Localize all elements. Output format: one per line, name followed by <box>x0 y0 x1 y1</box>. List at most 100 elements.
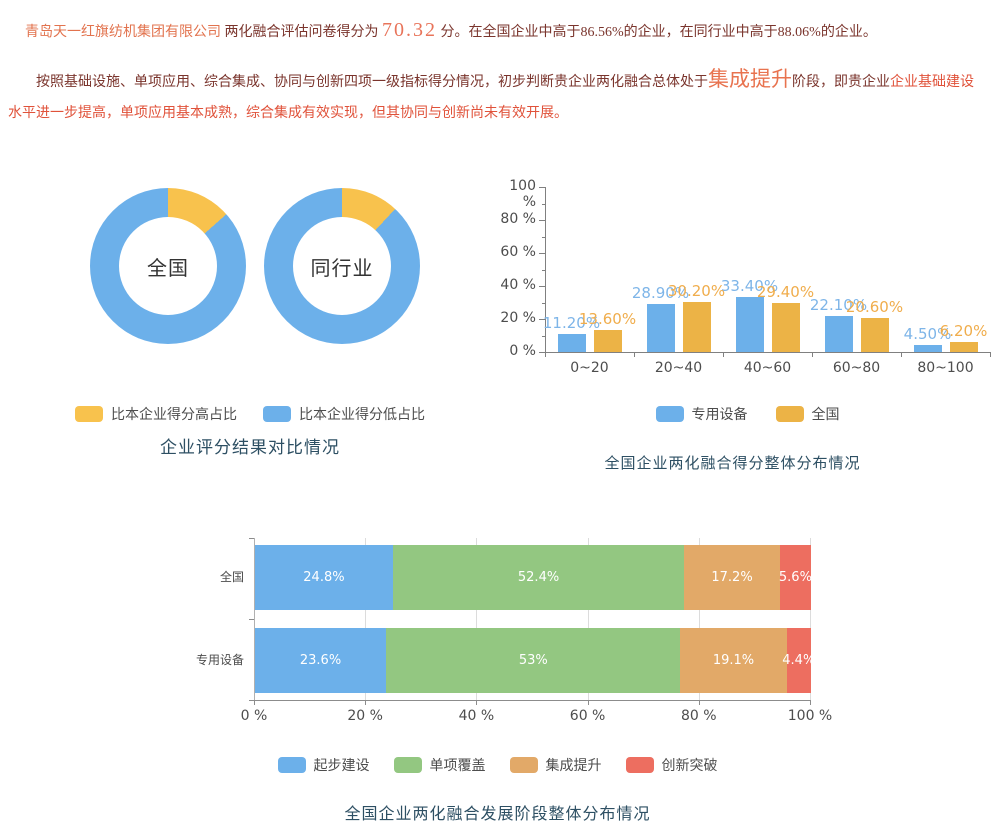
y-axis-tick <box>539 319 545 320</box>
blue-swatch-icon <box>655 406 684 422</box>
stacked-segment-单项覆盖: 52.4% <box>392 545 685 610</box>
stacked-chart-legend: 起步建设 单项覆盖 集成提升 创新突破 <box>0 755 995 775</box>
stacked-segment-创新突破: 4.4% <box>782 628 811 693</box>
segment-value-label: 24.8% <box>303 570 345 585</box>
legend-label: 全国 <box>811 407 840 423</box>
orange-swatch-icon <box>775 406 804 422</box>
y-axis-tick <box>249 619 254 620</box>
stacked-segment-集成提升: 17.2% <box>684 545 780 610</box>
bar-专用设备-80~100 <box>913 344 942 352</box>
bar-value-label: 4.50% <box>903 324 952 343</box>
stacked-row-专用设备: 23.6% 53% 19.1% 4.4% <box>255 628 811 693</box>
x-axis-label: 60 % <box>569 708 606 724</box>
x-axis-tick <box>254 700 255 705</box>
y-axis-label: 100 % <box>509 178 536 210</box>
segment-value-label: 4.4% <box>782 653 811 668</box>
row-label-专用设备: 专用设备 <box>195 653 244 667</box>
tan-swatch-icon <box>509 757 538 773</box>
x-axis-tick <box>365 700 367 705</box>
y-axis-tick <box>542 203 545 205</box>
donut-industry-label: 同行业 <box>310 255 374 280</box>
legend-item-national[interactable]: 全国 <box>775 404 840 424</box>
red-swatch-icon <box>625 757 654 773</box>
green-swatch-icon <box>393 757 422 773</box>
bar-value-label: 30.20% <box>667 282 726 301</box>
x-axis-tick <box>812 352 813 357</box>
segment-value-label: 53% <box>518 653 548 668</box>
donut-legend: 比本企业得分高占比 比本企业得分低占比 <box>20 404 480 424</box>
bar-专用设备-40~60 <box>735 296 764 352</box>
x-axis-label: 20 % <box>347 708 383 724</box>
yellow-swatch-icon <box>75 406 103 422</box>
x-axis-label: 100 % <box>787 708 833 724</box>
bar-专用设备-0~20 <box>557 333 586 352</box>
x-axis-tick <box>990 352 991 357</box>
bar-value-label: 29.40% <box>756 283 815 302</box>
gridline <box>587 538 589 700</box>
legend-label: 创新突破 <box>661 758 718 774</box>
stacked-segment-集成提升: 19.1% <box>680 628 787 693</box>
x-axis-label: 80 % <box>681 708 717 724</box>
legend-label: 集成提升 <box>545 758 602 774</box>
y-axis-tick <box>249 538 254 539</box>
donut-industry-center: 同行业 <box>293 217 391 315</box>
bar-chart-legend: 专用设备 全国 <box>500 404 995 424</box>
x-axis-category-label: 80~100 <box>917 360 974 376</box>
bar-value-label: 20.60% <box>845 298 904 316</box>
bar-value-label: 6.20% <box>939 321 988 340</box>
x-axis-category-label: 20~40 <box>654 360 703 376</box>
stacked-segment-单项覆盖: 53% <box>386 628 681 693</box>
x-axis-tick <box>476 700 478 705</box>
bar-专用设备-20~40 <box>646 304 675 352</box>
bar-value-label: 28.90% <box>631 284 690 303</box>
segment-value-label: 17.2% <box>711 570 753 585</box>
legend-item-stage-3[interactable]: 集成提升 <box>509 755 602 775</box>
x-axis-category-label: 60~80 <box>832 360 881 376</box>
x-axis-tick <box>901 352 902 357</box>
legend-item-stage-4[interactable]: 创新突破 <box>625 755 718 775</box>
stacked-plot-area <box>254 538 811 701</box>
blue-swatch-icon <box>263 406 291 422</box>
gridline <box>698 538 700 700</box>
x-axis-category-label: 0~20 <box>570 360 609 376</box>
y-axis-tick <box>539 352 545 353</box>
x-axis-tick <box>545 352 546 357</box>
stage-distribution-stacked-chart: 全国 24.8% 52.4% 17.2% 5.6% 专用设备 23.6% 53% 19.1% 4.… <box>180 530 870 740</box>
donut-chart-national: 全国 <box>90 188 246 344</box>
donut-chart-panel: 全国 同行业 <box>90 188 420 344</box>
stage-name: 集成提升 <box>708 67 792 91</box>
stacked-segment-起步建设: 24.8% <box>255 545 393 610</box>
stacked-segment-起步建设: 23.6% <box>255 628 387 693</box>
y-axis-label: 60 % <box>500 244 536 260</box>
x-axis-tick <box>698 700 700 705</box>
y-axis-tick <box>542 335 545 337</box>
legend-item-higher-share[interactable]: 比本企业得分高占比 <box>75 404 237 424</box>
legend-label: 单项覆盖 <box>429 758 486 774</box>
stage-intro-text: 按照基础设施、单项应用、综合集成、协同与创新四项一级指标得分情况，初步判断贵企业… <box>36 75 708 90</box>
y-axis-label: 0 % <box>509 343 536 359</box>
row-label-全国: 全国 <box>219 570 244 584</box>
y-axis-tick <box>539 220 545 221</box>
y-axis-tick <box>542 302 545 304</box>
donut-national-label: 全国 <box>147 255 189 280</box>
y-axis-tick <box>542 269 545 271</box>
y-axis-tick <box>539 286 545 287</box>
x-axis-label: 0 % <box>240 708 268 724</box>
bar-专用设备-60~80 <box>824 315 853 352</box>
legend-label: 比本企业得分高占比 <box>111 407 237 423</box>
y-axis-tick <box>249 700 254 701</box>
y-axis-label: 20 % <box>500 310 536 326</box>
y-axis-tick <box>539 187 545 188</box>
legend-item-stage-2[interactable]: 单项覆盖 <box>393 755 486 775</box>
gridline <box>476 538 478 700</box>
donut-chart-industry: 同行业 <box>264 188 420 344</box>
segment-value-label: 5.6% <box>778 570 811 585</box>
legend-item-lower-share[interactable]: 比本企业得分低占比 <box>263 404 425 424</box>
legend-item-special-equipment[interactable]: 专用设备 <box>655 404 748 424</box>
x-axis-tick <box>634 352 635 357</box>
x-axis-label: 40 % <box>458 708 495 724</box>
legend-item-stage-1[interactable]: 起步建设 <box>277 755 370 775</box>
bar-value-label: 11.20% <box>542 313 601 332</box>
y-axis-label: 40 % <box>500 277 536 293</box>
